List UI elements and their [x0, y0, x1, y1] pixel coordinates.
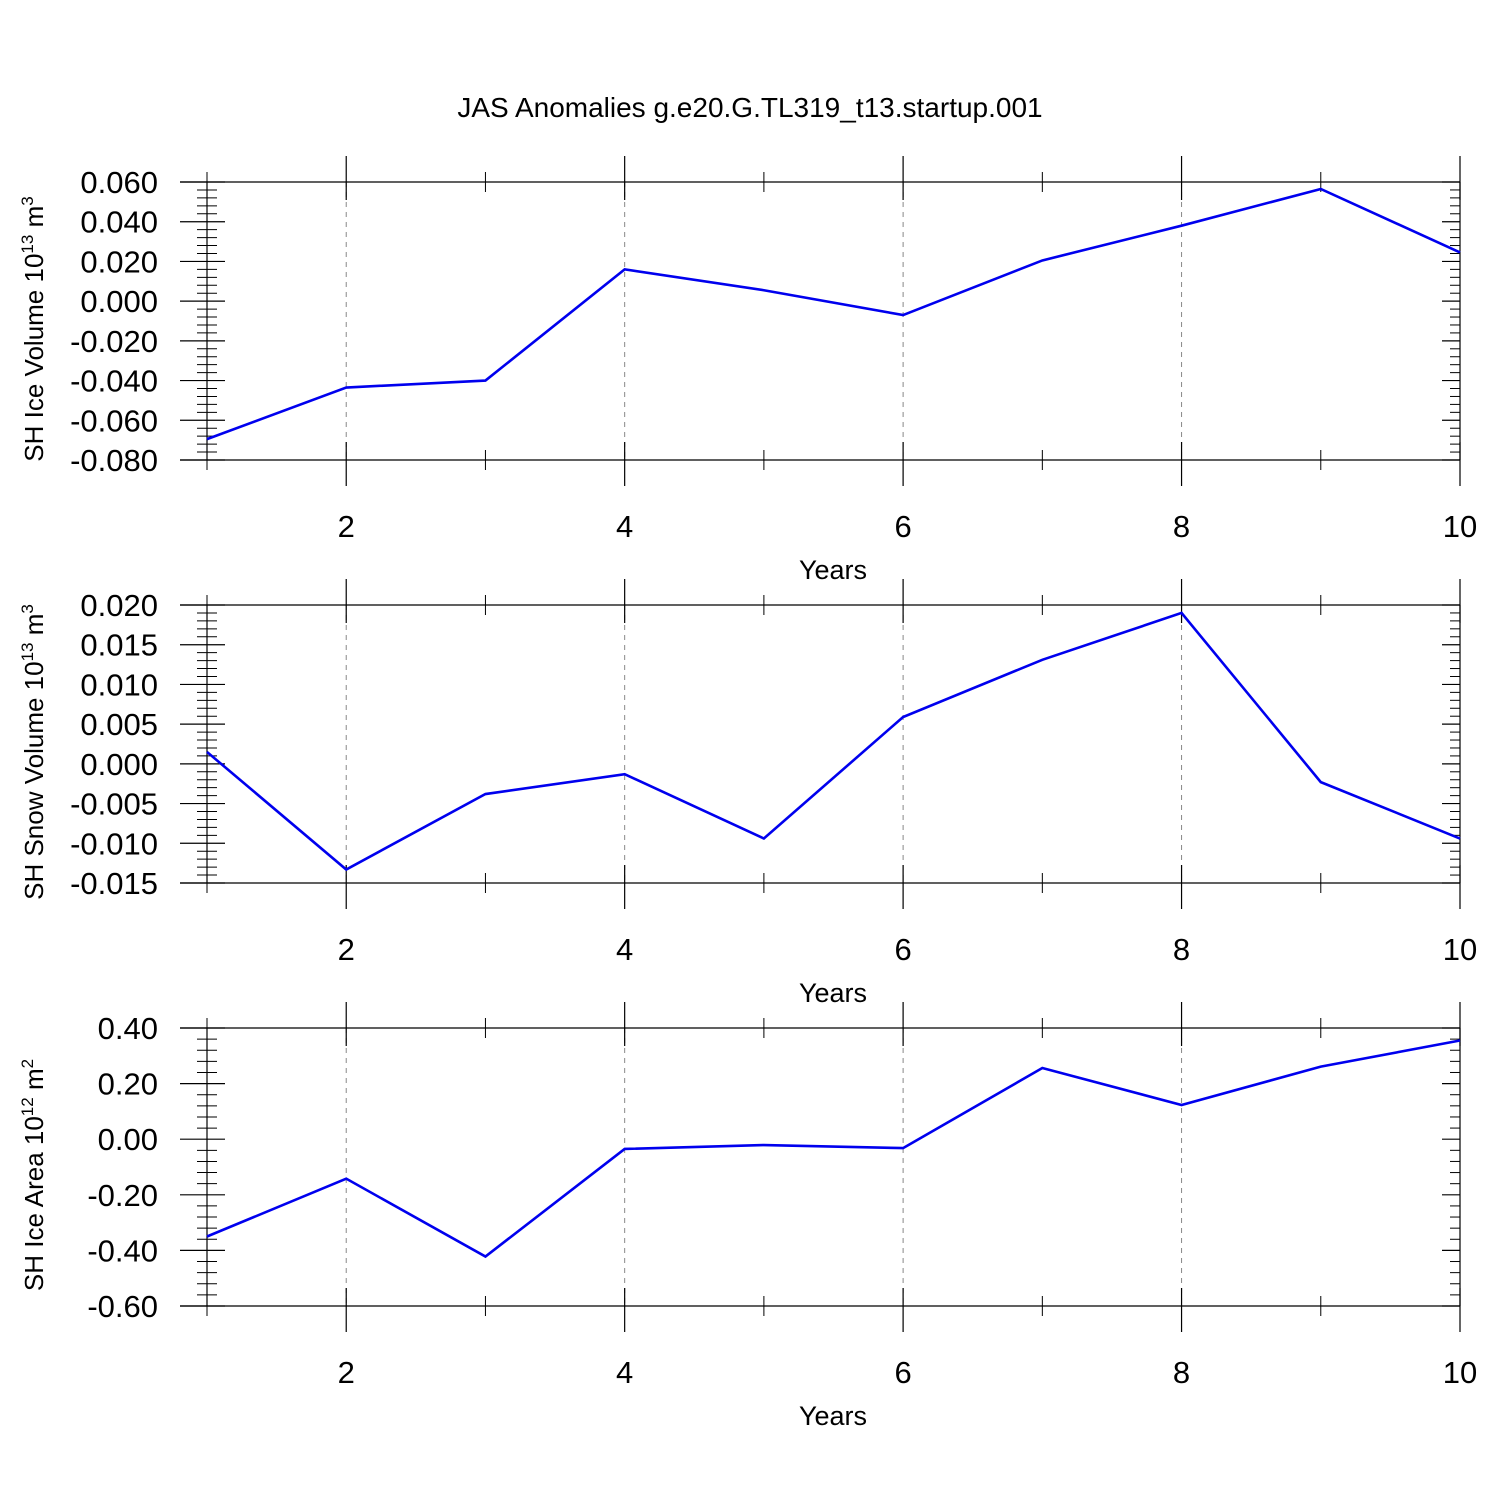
y-tick-label: 0.005	[80, 707, 158, 742]
x-tick-label: 8	[1173, 1355, 1190, 1390]
x-tick-label: 2	[338, 1355, 355, 1390]
y-tick-label: -0.20	[87, 1178, 158, 1213]
y-tick-label: -0.015	[70, 866, 158, 901]
x-tick-label: 10	[1443, 932, 1477, 967]
y-tick-label: 0.010	[80, 667, 158, 702]
y-tick-label: 0.000	[80, 747, 158, 782]
series-line	[207, 613, 1460, 870]
y-tick-label: 0.00	[98, 1122, 158, 1157]
y-tick-label: 0.020	[80, 244, 158, 279]
x-tick-label: 8	[1173, 509, 1190, 544]
y-tick-label: 0.040	[80, 205, 158, 240]
x-tick-label: 4	[616, 1355, 633, 1390]
y-tick-label: 0.015	[80, 628, 158, 663]
x-tick-label: 10	[1443, 1355, 1477, 1390]
y-axis-label: SH Ice Area 1012 m2	[18, 1059, 49, 1291]
x-axis-label: Years	[799, 1401, 867, 1431]
x-tick-label: 2	[338, 932, 355, 967]
y-tick-label: -0.40	[87, 1233, 158, 1268]
y-tick-label: -0.040	[70, 364, 158, 399]
x-axis-label: Years	[799, 555, 867, 585]
x-axis-label: Years	[799, 978, 867, 1008]
panel-1: 0.060 0.040 0.020 0.000 -0.020 -0.040 -0.060 -0…	[18, 156, 1477, 585]
y-axis-label: SH Ice Volume 1013 m3	[18, 196, 49, 461]
x-tick-label: 4	[616, 509, 633, 544]
x-tick-label: 10	[1443, 509, 1477, 544]
y-tick-label: -0.60	[87, 1289, 158, 1324]
y-tick-label: -0.020	[70, 324, 158, 359]
y-tick-label: -0.010	[70, 826, 158, 861]
x-tick-label: 6	[894, 932, 911, 967]
panel-3: 0.40 0.20 0.00 -0.20 -0.40 -0.60 2 4 6 8 10 Years SH…	[18, 1002, 1477, 1431]
series-line	[207, 189, 1460, 439]
y-tick-label: 0.000	[80, 284, 158, 319]
x-tick-label: 4	[616, 932, 633, 967]
y-tick-label: 0.40	[98, 1011, 158, 1046]
y-tick-label: -0.080	[70, 443, 158, 478]
y-tick-label: 0.020	[80, 588, 158, 623]
figure-title: JAS Anomalies g.e20.G.TL319_t13.startup.…	[0, 92, 1500, 124]
series-line	[207, 1041, 1460, 1257]
x-tick-label: 6	[894, 1355, 911, 1390]
y-tick-label: 0.060	[80, 165, 158, 200]
x-tick-label: 6	[894, 509, 911, 544]
y-tick-label: 0.20	[98, 1067, 158, 1102]
panel-2: 0.020 0.015 0.010 0.005 0.000 -0.005 -0.010 -0.…	[18, 579, 1477, 1008]
x-tick-label: 8	[1173, 932, 1190, 967]
x-tick-label: 2	[338, 509, 355, 544]
y-axis-label: SH Snow Volume 1013 m3	[18, 604, 49, 900]
y-tick-label: -0.060	[70, 403, 158, 438]
y-tick-label: -0.005	[70, 787, 158, 822]
